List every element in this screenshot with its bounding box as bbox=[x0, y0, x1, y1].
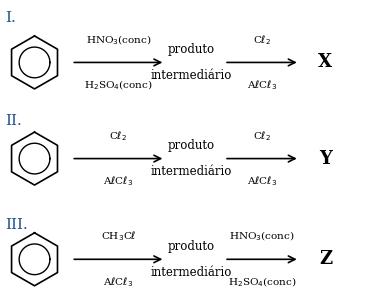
Text: HNO$_3$(conc): HNO$_3$(conc) bbox=[85, 33, 151, 47]
Text: C$\ell_2$: C$\ell_2$ bbox=[109, 129, 127, 143]
Text: A$\ell$C$\ell_3$: A$\ell$C$\ell_3$ bbox=[103, 174, 133, 188]
Text: I.: I. bbox=[5, 10, 16, 25]
Text: HNO$_3$(conc): HNO$_3$(conc) bbox=[229, 230, 295, 243]
Text: produto: produto bbox=[167, 139, 214, 152]
Text: X: X bbox=[318, 53, 332, 71]
Text: produto: produto bbox=[167, 43, 214, 56]
Text: intermediário: intermediário bbox=[150, 266, 232, 279]
Text: A$\ell$C$\ell_3$: A$\ell$C$\ell_3$ bbox=[247, 174, 277, 188]
Text: II.: II. bbox=[5, 114, 22, 128]
Text: intermediário: intermediário bbox=[150, 69, 232, 82]
Text: A$\ell$C$\ell_3$: A$\ell$C$\ell_3$ bbox=[247, 78, 277, 92]
Text: produto: produto bbox=[167, 240, 214, 253]
Text: C$\ell_2$: C$\ell_2$ bbox=[253, 33, 271, 47]
Text: C$\ell_2$: C$\ell_2$ bbox=[253, 129, 271, 143]
Text: A$\ell$C$\ell_3$: A$\ell$C$\ell_3$ bbox=[103, 275, 133, 289]
Text: Y: Y bbox=[319, 150, 332, 168]
Text: H$_2$SO$_4$(conc): H$_2$SO$_4$(conc) bbox=[227, 275, 296, 289]
Text: intermediário: intermediário bbox=[150, 165, 232, 178]
Text: H$_2$SO$_4$(conc): H$_2$SO$_4$(conc) bbox=[84, 78, 152, 92]
Text: Z: Z bbox=[319, 250, 332, 268]
Text: CH$_3$C$\ell$: CH$_3$C$\ell$ bbox=[101, 230, 136, 243]
Text: III.: III. bbox=[5, 218, 28, 232]
